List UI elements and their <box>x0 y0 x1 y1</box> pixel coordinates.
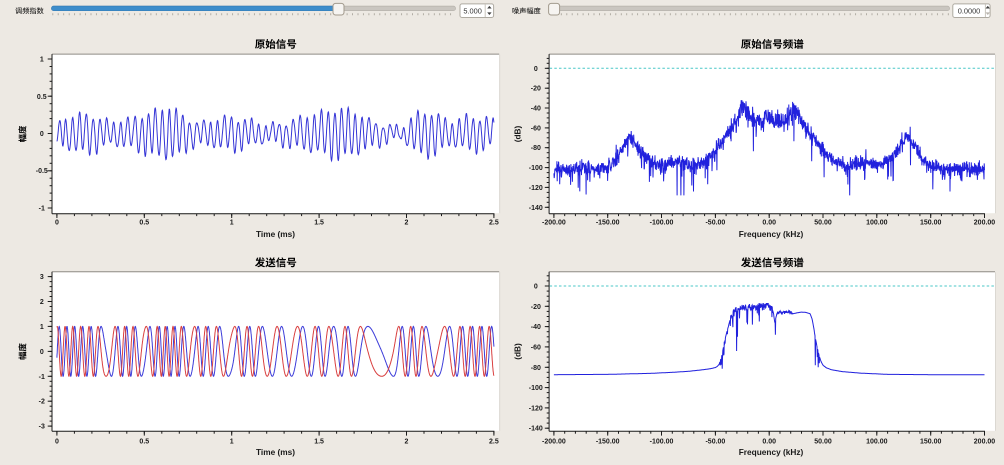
svg-text:200.00: 200.00 <box>974 438 996 445</box>
svg-text:-3: -3 <box>39 424 45 431</box>
svg-text:Frequency (kHz): Frequency (kHz) <box>739 447 804 457</box>
svg-text:-150.00: -150.00 <box>596 220 620 227</box>
svg-text:(dB): (dB) <box>513 125 523 142</box>
svg-text:150.00: 150.00 <box>920 438 942 445</box>
svg-text:-40: -40 <box>531 106 541 113</box>
svg-text:0: 0 <box>534 284 538 291</box>
svg-text:-80: -80 <box>531 365 541 372</box>
svg-text:-120: -120 <box>529 405 543 412</box>
svg-text:-120: -120 <box>529 185 543 192</box>
svg-text:2.5: 2.5 <box>489 220 499 227</box>
svg-text:-200.00: -200.00 <box>542 438 566 445</box>
svg-text:0: 0 <box>55 220 59 227</box>
svg-text:2.5: 2.5 <box>489 438 499 445</box>
svg-text:-60: -60 <box>531 125 541 132</box>
svg-text:-1: -1 <box>39 374 45 381</box>
svg-text:0: 0 <box>55 438 59 445</box>
svg-text:-100.00: -100.00 <box>650 220 674 227</box>
svg-text:50.00: 50.00 <box>814 438 832 445</box>
svg-text:100.00: 100.00 <box>866 438 888 445</box>
svg-text:1.5: 1.5 <box>314 220 324 227</box>
svg-text:Frequency (kHz): Frequency (kHz) <box>739 229 804 239</box>
svg-text:0.5: 0.5 <box>139 438 149 445</box>
svg-text:-0.5: -0.5 <box>36 168 48 175</box>
svg-text:1.5: 1.5 <box>314 438 324 445</box>
svg-text:-20: -20 <box>531 304 541 311</box>
svg-text:-50.00: -50.00 <box>705 438 725 445</box>
svg-text:0: 0 <box>40 349 44 356</box>
svg-text:1: 1 <box>230 220 234 227</box>
svg-text:0.00: 0.00 <box>762 438 776 445</box>
svg-text:200.00: 200.00 <box>974 220 996 227</box>
svg-text:0.00: 0.00 <box>762 220 776 227</box>
svg-text:-60: -60 <box>531 344 541 351</box>
svg-text:50.00: 50.00 <box>814 220 832 227</box>
svg-text:Time (ms): Time (ms) <box>256 447 295 457</box>
svg-text:0.5: 0.5 <box>37 94 47 101</box>
svg-text:(dB): (dB) <box>513 343 523 360</box>
svg-text:150.00: 150.00 <box>920 220 942 227</box>
svg-text:-150.00: -150.00 <box>596 438 620 445</box>
svg-text:-140: -140 <box>529 205 543 212</box>
svg-text:0: 0 <box>534 66 538 73</box>
svg-text:-40: -40 <box>531 324 541 331</box>
svg-text:Time (ms): Time (ms) <box>256 229 295 239</box>
svg-text:-20: -20 <box>531 86 541 93</box>
svg-text:0.0000: 0.0000 <box>958 6 981 15</box>
svg-text:1: 1 <box>40 324 44 331</box>
svg-text:-100.00: -100.00 <box>650 438 674 445</box>
svg-text:2: 2 <box>405 438 409 445</box>
svg-text:1: 1 <box>40 57 44 64</box>
svg-text:-140: -140 <box>529 426 543 433</box>
svg-text:-80: -80 <box>531 145 541 152</box>
svg-text:100.00: 100.00 <box>866 220 888 227</box>
svg-text:-50.00: -50.00 <box>705 220 725 227</box>
svg-text:0: 0 <box>40 131 44 138</box>
svg-text:-100: -100 <box>529 385 543 392</box>
svg-text:3: 3 <box>40 274 44 281</box>
svg-text:-2: -2 <box>39 399 45 406</box>
svg-text:1: 1 <box>230 438 234 445</box>
svg-text:2: 2 <box>405 220 409 227</box>
svg-text:2: 2 <box>40 299 44 306</box>
svg-text:5.000: 5.000 <box>463 6 482 15</box>
svg-text:-1: -1 <box>39 206 45 213</box>
svg-text:0.5: 0.5 <box>139 220 149 227</box>
svg-text:-200.00: -200.00 <box>542 220 566 227</box>
svg-text:-100: -100 <box>529 165 543 172</box>
